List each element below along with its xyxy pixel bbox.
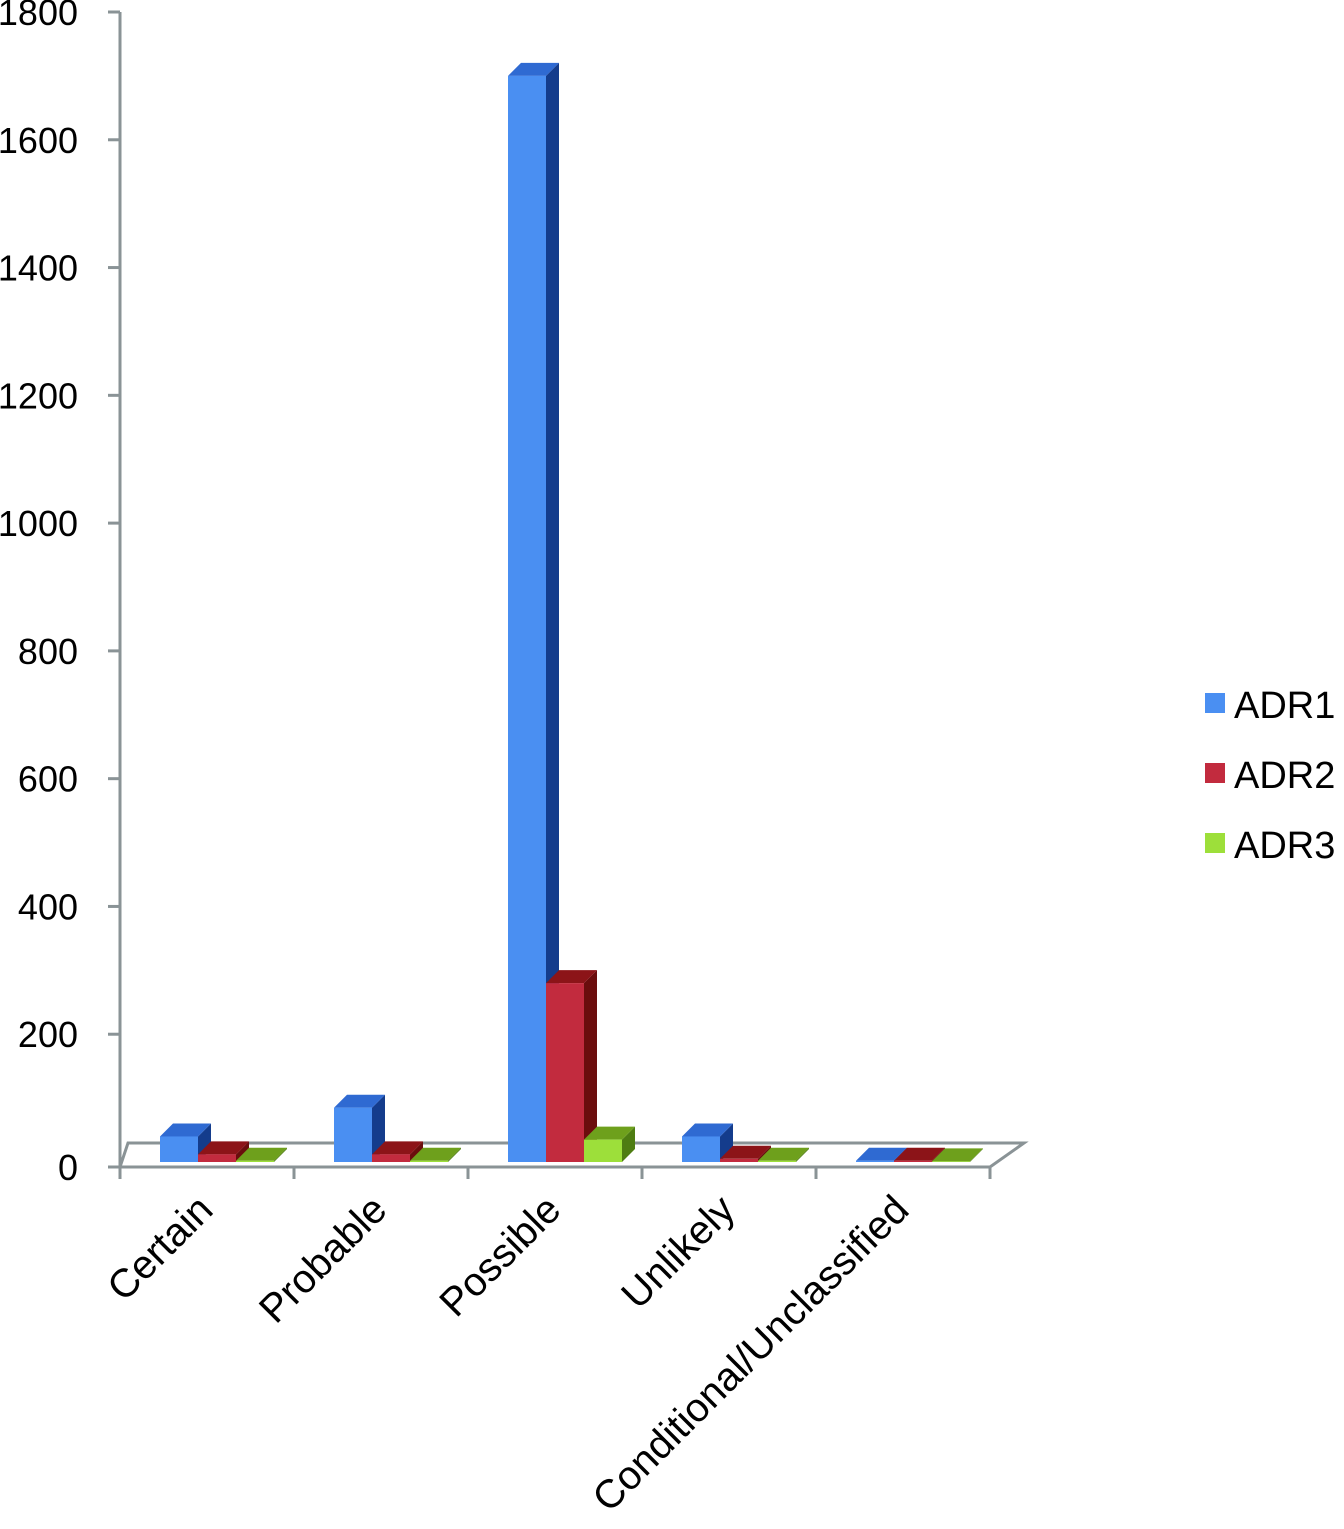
bar-side [546,62,559,1162]
legend-swatch [1205,763,1225,783]
bar-top [758,1147,809,1161]
bar-top [856,1147,907,1161]
bar-side [796,1147,809,1162]
legend-item-adr1[interactable]: ADR1 [1205,685,1335,727]
bar-side [720,1123,733,1162]
bar-front [856,1160,894,1162]
bar-side [448,1147,461,1162]
y-tick-label: 1200 [0,375,78,416]
bar-side [622,1126,635,1162]
bar-front [682,1136,720,1162]
bar-adr1-possible [508,62,559,1162]
bar-side [410,1141,423,1162]
bar-adr3-possible [584,1126,635,1162]
bar-top [372,1141,423,1155]
category-labels: Certain Probable Possible UnlikelyCondition… [99,1187,917,1520]
bar-adr1-unlikely [682,1123,733,1162]
bar-top [410,1147,461,1161]
y-tick-label: 1000 [0,503,78,544]
bar-top [236,1147,287,1161]
bar-top [584,1126,635,1140]
bar-front [932,1161,970,1162]
legend[interactable]: ADR1 ADR2 ADR3 [1205,685,1335,867]
bar-adr3-unlikely [758,1147,809,1162]
legend-swatch [1205,693,1225,713]
axes [108,10,1029,1179]
y-tick-label: 400 [18,886,78,927]
category-label: Unlikely [613,1187,743,1317]
y-tick-label: 1800 [0,0,78,33]
bar-side [970,1148,983,1162]
bar-top [160,1123,211,1137]
bar-front [160,1136,198,1162]
bar-top [198,1141,249,1155]
legend-label: ADR2 [1234,755,1335,797]
bar-front [546,983,584,1162]
y-tick-label: 0 [58,1147,78,1188]
legend-label: ADR1 [1234,685,1335,727]
bar-front [410,1160,448,1162]
bar-top [508,62,559,76]
y-tick-label: 600 [18,759,78,800]
bar-adr2-probable [372,1141,423,1162]
y-tick-labels: 0 200 400 600 800 1000 1200 1400 1600 1800 [0,0,78,1188]
bars [160,62,983,1162]
y-tick-label: 800 [18,631,78,672]
bar-front [236,1160,274,1162]
bar-side [236,1141,249,1162]
category-label: Certain [99,1187,221,1309]
y-tick-label: 1400 [0,248,78,289]
bar-side [274,1147,287,1162]
bar-top [932,1148,983,1162]
category-label: Probable [251,1187,395,1331]
bar-adr2-possible [546,970,597,1162]
bar-front [372,1154,410,1162]
y-tick-label: 1600 [0,120,78,161]
bar-front [508,75,546,1162]
category-label: Conditional/Unclassified [584,1187,917,1520]
bar-top [894,1147,945,1161]
bar-adr3-conditionalunclassified [932,1148,983,1162]
bar-front [198,1154,236,1162]
bar-top [334,1094,385,1108]
bar-front [584,1139,622,1162]
bar-adr1-certain [160,1123,211,1162]
bar-front [720,1158,758,1162]
category-label: Possible [431,1187,569,1325]
bar-front [894,1160,932,1162]
bar-adr2-certain [198,1141,249,1162]
legend-item-adr3[interactable]: ADR3 [1205,825,1335,867]
bar-adr3-probable [410,1147,461,1162]
bar-front [334,1107,372,1162]
bar-adr3-certain [236,1147,287,1162]
legend-swatch [1205,833,1225,853]
bar-top [720,1145,771,1159]
bar-side [584,970,597,1162]
bar-front [758,1160,796,1162]
legend-label: ADR3 [1234,825,1335,867]
bar-top [682,1123,733,1137]
y-tick-label: 200 [18,1014,78,1055]
legend-item-adr2[interactable]: ADR2 [1205,755,1335,797]
bar-top [546,970,597,984]
